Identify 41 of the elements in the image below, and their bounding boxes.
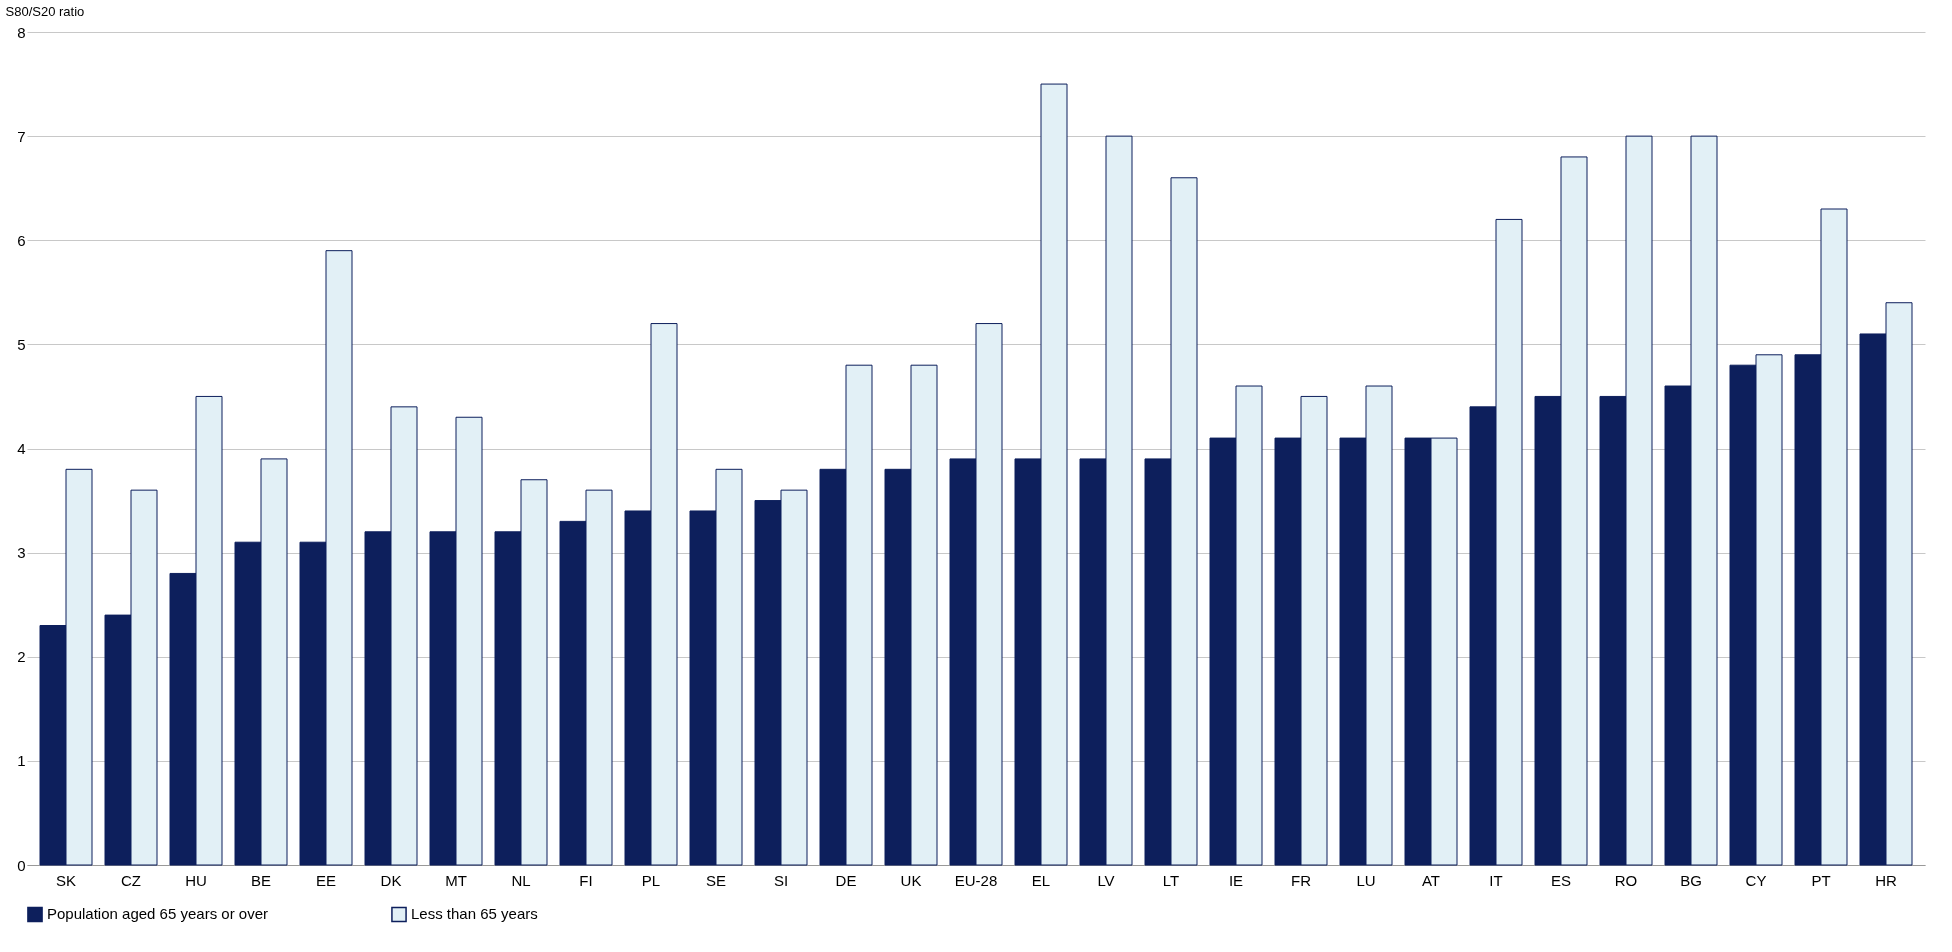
y-tick-label: 4 xyxy=(17,440,26,457)
x-tick-label: IE xyxy=(1228,871,1244,889)
x-tick-label: FR xyxy=(1291,871,1312,889)
x-tick-label: EL xyxy=(1031,871,1051,889)
x-tick-label: SK xyxy=(55,871,77,889)
x-tick-label: AT xyxy=(1421,871,1441,889)
x-tick-label: SE xyxy=(705,871,727,889)
y-axis-title: S80/S20 ratio xyxy=(5,3,85,19)
y-tick-label: 3 xyxy=(17,544,26,562)
legend-label: Less than 65 years xyxy=(411,905,538,923)
y-tick-label: 1 xyxy=(17,752,26,770)
y-tick-label: 2 xyxy=(17,648,26,666)
y-tick-label: 8 xyxy=(17,23,26,41)
y-tick-label: 0 xyxy=(17,856,26,874)
x-tick-label: HU xyxy=(185,871,207,889)
y-tick-label: 7 xyxy=(17,127,26,145)
x-tick-label: FI xyxy=(579,871,593,889)
x-tick-label: CY xyxy=(1745,871,1767,889)
x-tick-label: EU-28 xyxy=(954,871,998,889)
y-tick-label: 6 xyxy=(17,231,26,249)
x-tick-label: LV xyxy=(1097,871,1115,889)
x-tick-label: NL xyxy=(511,871,531,889)
x-tick-label: ES xyxy=(1550,871,1572,889)
x-tick-label: UK xyxy=(900,871,922,889)
x-tick-label: BG xyxy=(1680,871,1702,889)
x-tick-label: BE xyxy=(250,871,272,889)
x-tick-label: PL xyxy=(641,871,661,889)
x-tick-label: DK xyxy=(380,871,402,889)
x-tick-label: EE xyxy=(315,871,337,889)
x-tick-label: HR xyxy=(1875,871,1897,889)
x-tick-label: LU xyxy=(1356,871,1376,889)
x-tick-label: CZ xyxy=(121,871,141,889)
x-tick-label: MT xyxy=(445,871,467,889)
x-tick-label: IT xyxy=(1489,871,1503,889)
y-tick-label: 5 xyxy=(17,335,26,353)
x-tick-label: DE xyxy=(835,871,857,889)
x-tick-label: SI xyxy=(773,871,789,889)
legend-label: Population aged 65 years or over xyxy=(47,905,268,923)
x-tick-label: PT xyxy=(1811,871,1831,889)
x-tick-label: RO xyxy=(1614,871,1638,889)
x-tick-label: LT xyxy=(1162,871,1180,889)
